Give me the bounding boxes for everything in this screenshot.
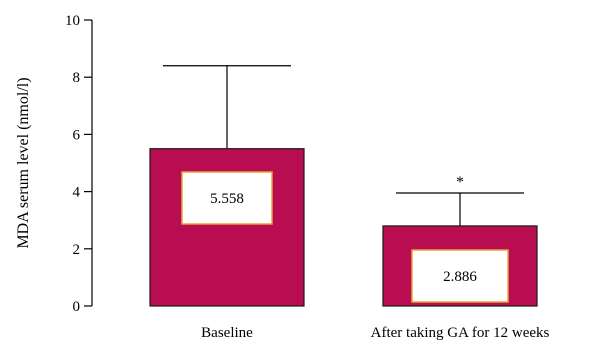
data-label-box-0 (181, 171, 273, 225)
y-tick-label-2: 4 (73, 185, 81, 201)
data-label-0: 5.558 (210, 191, 244, 207)
data-label-box-1 (411, 249, 509, 303)
y-axis-ticks: 0 2 4 6 8 10 (65, 13, 92, 315)
category-label-0: Baseline (201, 325, 253, 341)
y-tick-label-5: 10 (65, 13, 80, 29)
y-tick-label-4: 8 (73, 70, 81, 86)
category-label-1: After taking GA for 12 weeks (371, 325, 550, 341)
bars: 5.558 2.886 * (149, 65, 538, 307)
category-labels: Baseline After taking GA for 12 weeks (201, 325, 549, 341)
data-label-1: 2.886 (443, 269, 477, 285)
significance-marker-1: * (456, 174, 464, 191)
y-tick-label-1: 2 (73, 242, 81, 258)
y-tick-label-0: 0 (73, 299, 81, 315)
y-tick-label-3: 6 (73, 127, 81, 143)
y-axis-title: MDA serum level (nmol/l) (15, 77, 32, 248)
